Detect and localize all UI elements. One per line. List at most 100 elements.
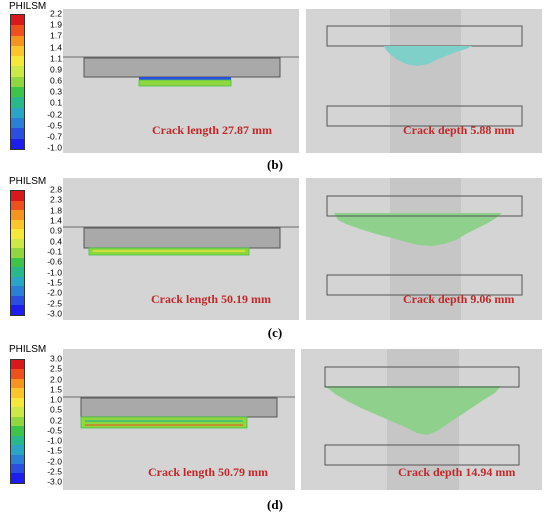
crack-depth-view xyxy=(324,349,520,490)
crack-length-view xyxy=(63,226,299,256)
colorbar-tick-label: -0.6 xyxy=(47,257,62,268)
colorbar-tick-label: -2.0 xyxy=(47,456,62,467)
colorbar-segment xyxy=(11,378,24,389)
colorbar-segment xyxy=(11,276,24,287)
colorbar-tick-label: 0.2 xyxy=(50,415,62,426)
colorbar-tick-label: 1.4 xyxy=(50,42,62,53)
colorbar-tick-label: -2.5 xyxy=(47,298,62,309)
crack-depth-view xyxy=(326,9,523,153)
colorbar-segment xyxy=(11,435,24,446)
crack-length-panel: Crack length 50.79 mm xyxy=(63,349,295,490)
crack-length-view xyxy=(63,56,299,87)
figure-label: (c) xyxy=(267,325,283,340)
colorbar-segment xyxy=(11,15,24,26)
colorbar-tick-label: 1.0 xyxy=(50,394,62,405)
colorbar-tick-label: -2.5 xyxy=(47,466,62,477)
figure-label: (d) xyxy=(267,497,283,512)
colorbar-tick-label: 0.5 xyxy=(50,404,62,415)
colorbar-segment xyxy=(11,295,24,306)
colorbar-tick-label: -1.0 xyxy=(47,267,62,278)
colorbar-tick-label: -0.5 xyxy=(47,120,62,131)
colorbar-segment xyxy=(11,248,24,258)
crack-depth-panel: Crack depth 14.94 mm xyxy=(301,349,542,490)
colorbar-segment xyxy=(11,463,24,474)
colorbar-tick-label: 1.4 xyxy=(50,215,62,226)
crack-depth-caption: Crack depth 14.94 mm xyxy=(398,465,516,479)
colorbar-segment xyxy=(11,87,24,98)
colorbar-segment xyxy=(11,473,24,483)
colorbar-segment xyxy=(11,238,24,249)
colorbar-segment xyxy=(11,45,24,57)
colorbar-segment xyxy=(11,35,24,46)
figure-label: (b) xyxy=(267,157,283,172)
colorbar-segment xyxy=(11,267,24,277)
colorbar-segment xyxy=(11,388,24,398)
colorbar-segment xyxy=(11,454,24,464)
colorbar-tick-label: 2.3 xyxy=(50,195,62,206)
colorbar-tick-label: -1.5 xyxy=(47,277,62,288)
crack-length-caption: Crack length 27.87 mm xyxy=(152,123,272,137)
colorbar-tick-label: 0.9 xyxy=(50,64,62,75)
colorbar xyxy=(10,14,25,150)
colorbar-segment xyxy=(11,229,24,239)
colorbar-segment xyxy=(11,407,24,417)
crack-length-panel: Crack length 50.19 mm xyxy=(63,178,299,320)
colorbar-segment xyxy=(11,138,24,149)
colorbar-segment xyxy=(11,397,24,408)
crack-depth-caption: Crack depth 5.88 mm xyxy=(403,123,515,137)
crack-depth-view xyxy=(326,178,523,320)
colorbar-tick-label: -0.5 xyxy=(47,425,62,436)
colorbar-tick-label: -1.0 xyxy=(47,142,62,153)
colorbar-segment xyxy=(11,445,24,455)
colorbar-tick-label: 0.9 xyxy=(50,226,62,237)
colorbar-tick-label: 0.1 xyxy=(50,98,62,109)
crack-length-caption: Crack length 50.79 mm xyxy=(148,465,268,479)
colorbar-segment xyxy=(11,97,24,108)
crack-length-caption: Crack length 50.19 mm xyxy=(151,292,271,306)
colorbar-tick-label: 1.5 xyxy=(50,384,62,395)
colorbar-tick-label: -0.7 xyxy=(47,131,62,142)
colorbar-segment xyxy=(11,257,24,268)
colorbar-segment xyxy=(11,210,24,220)
colorbar-tick-label: -3.0 xyxy=(47,476,62,487)
crack-depth-caption: Crack depth 9.06 mm xyxy=(403,292,515,306)
legend-title: PHILSM xyxy=(9,176,47,187)
colorbar-tick-label: 3.0 xyxy=(50,353,62,364)
crack-length-panel: Crack length 27.87 mm xyxy=(63,9,299,153)
colorbar-tick-label: 1.1 xyxy=(50,53,62,64)
colorbar-tick-label: 0.3 xyxy=(50,86,62,97)
colorbar-segment xyxy=(11,107,24,118)
colorbar-tick-label: -2.0 xyxy=(47,288,62,299)
colorbar-tick-label: 2.5 xyxy=(50,363,62,374)
colorbar-segment xyxy=(11,360,24,370)
colorbar-tick-label: -1.0 xyxy=(47,435,62,446)
colorbar-tick-label: 2.8 xyxy=(50,184,62,195)
colorbar-segment xyxy=(11,191,24,201)
crack-depth-panel: Crack depth 9.06 mm xyxy=(306,178,542,320)
colorbar-segment xyxy=(11,117,24,129)
colorbar xyxy=(10,359,25,484)
colorbar-tick-label: 1.8 xyxy=(50,205,62,216)
colorbar-tick-label: -1.5 xyxy=(47,445,62,456)
colorbar-segment xyxy=(11,200,24,211)
colorbar xyxy=(10,190,25,316)
colorbar-tick-label: -0.2 xyxy=(47,109,62,120)
colorbar-tick-label: 2.0 xyxy=(50,374,62,385)
colorbar-tick-label: 0.6 xyxy=(50,75,62,86)
crack-length-view xyxy=(63,396,295,429)
colorbar-segment xyxy=(11,56,24,67)
colorbar-segment xyxy=(11,286,24,296)
colorbar-segment xyxy=(11,66,24,77)
colorbar-tick-label: 1.9 xyxy=(50,19,62,30)
colorbar-segment xyxy=(11,128,24,139)
colorbar-segment xyxy=(11,426,24,436)
colorbar-segment xyxy=(11,219,24,230)
colorbar-tick-label: -0.1 xyxy=(47,246,62,257)
colorbar-ticks: 2.8 2.3 1.8 1.4 0.9 0.4 -0.1 -0.6 -1.0 -1.5 -2.0 -2… xyxy=(26,186,62,318)
colorbar-segment xyxy=(11,76,24,88)
colorbar-segment xyxy=(11,305,24,315)
colorbar-segment xyxy=(11,369,24,379)
colorbar-tick-label: 2.2 xyxy=(50,8,62,19)
crack-depth-panel: Crack depth 5.88 mm xyxy=(306,9,542,153)
legend-title: PHILSM xyxy=(9,344,47,355)
